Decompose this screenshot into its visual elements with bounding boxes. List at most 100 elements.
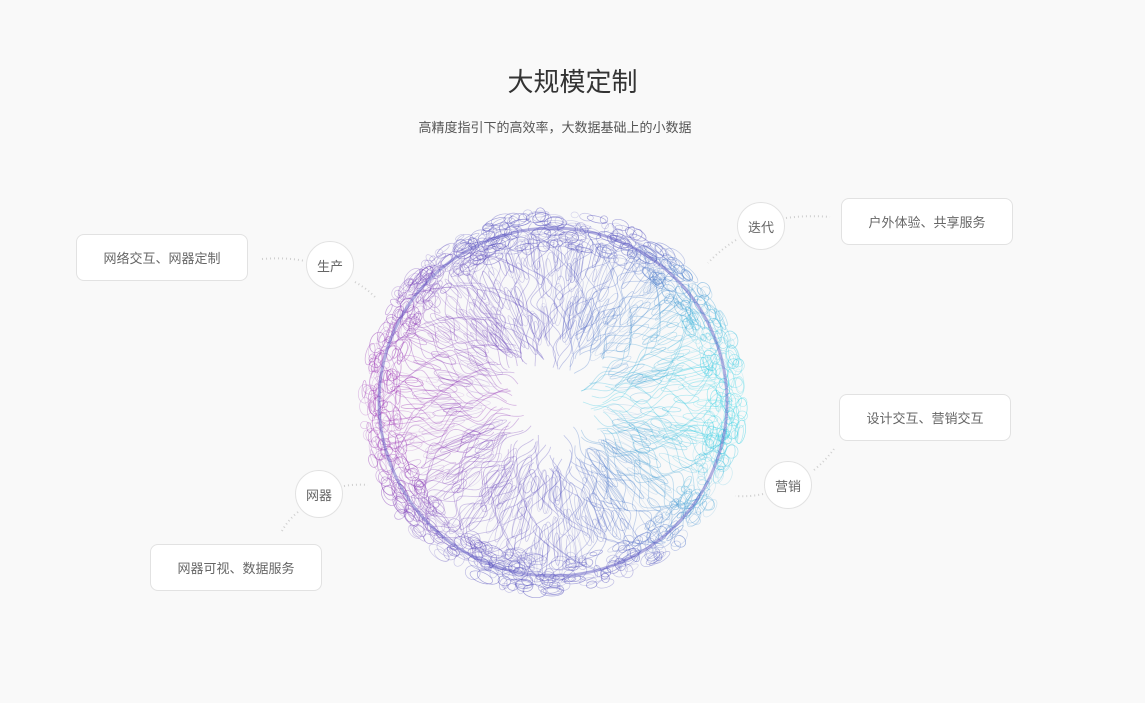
sphere-inner-loop — [626, 487, 649, 512]
sphere-rim-loop — [738, 396, 748, 408]
sphere-rim-loop — [564, 562, 588, 568]
node-device[interactable]: 网器 — [295, 470, 343, 518]
sphere-inner-loop — [567, 240, 573, 260]
sphere-inner-loop — [598, 267, 615, 302]
sphere-inner-loop — [520, 481, 533, 507]
sphere-rim-loop — [383, 369, 395, 386]
sphere-rim-loop — [490, 559, 513, 571]
sphere-rim-loop — [715, 358, 728, 383]
sphere-rim-loop — [394, 371, 400, 394]
sphere-inner-loop — [606, 331, 630, 354]
sphere-inner-loop — [569, 320, 577, 340]
sphere-rim-loop — [691, 308, 706, 330]
node-iteration[interactable]: 迭代 — [737, 202, 785, 250]
sphere-rim-loop — [381, 478, 397, 495]
sphere-rim-loop — [725, 350, 737, 369]
sphere-rim-loop — [617, 558, 626, 565]
sphere-inner-loop — [524, 472, 537, 508]
sphere-inner-loop — [464, 376, 490, 387]
sphere-inner-loop — [604, 473, 626, 504]
sphere-rim-loop — [713, 378, 724, 388]
sphere-inner-loop — [573, 239, 583, 278]
sphere-strand — [583, 448, 653, 553]
sphere-rim-loop — [726, 344, 740, 367]
node-production[interactable]: 生产 — [306, 241, 354, 289]
sphere-inner-loop — [413, 328, 435, 342]
sphere-strand — [407, 293, 501, 366]
sphere-rim-loop — [707, 366, 718, 381]
sphere-inner-loop — [543, 305, 551, 347]
sphere-inner-loop — [664, 421, 697, 432]
sphere-rim — [377, 226, 729, 578]
node-description-marketing: 设计交互、营销交互 — [839, 394, 1011, 441]
sphere-inner-loop — [571, 526, 583, 568]
sphere-rim-loop — [416, 507, 431, 523]
sphere-rim-loop — [503, 570, 517, 576]
sphere-rim-loop — [681, 270, 694, 282]
sphere-inner-loop — [607, 442, 642, 468]
sphere-inner-loop — [601, 500, 622, 540]
sphere-rim-loop — [722, 393, 737, 412]
sphere-rim-loop — [614, 560, 622, 569]
sphere-rim-loop — [669, 500, 680, 511]
sphere-rim-loop — [685, 313, 694, 325]
sphere-strand — [373, 399, 503, 420]
sphere-inner-loop — [430, 433, 471, 450]
sphere-inner-loop — [569, 513, 579, 538]
sphere-rim-loop — [453, 538, 463, 546]
sphere-inner-loop — [514, 528, 523, 552]
sphere-inner-loop — [552, 466, 562, 506]
sphere-inner-loop — [466, 453, 495, 479]
sphere-rim-loop — [725, 400, 733, 425]
sphere-inner-loop — [552, 283, 563, 308]
sphere-strand — [380, 412, 511, 460]
sphere-inner-loop — [529, 310, 542, 346]
sphere-rim-loop — [717, 441, 728, 454]
sphere-inner-loop — [642, 271, 665, 298]
sphere-rim-loop — [375, 443, 383, 462]
sphere-inner-loop — [444, 316, 461, 331]
sphere-rim-loop — [678, 283, 693, 301]
sphere-strand — [483, 232, 537, 352]
sphere-inner-loop — [444, 278, 462, 299]
sphere-rim-loop — [674, 301, 687, 316]
sphere-rim-loop — [634, 535, 644, 544]
sphere-rim-loop — [368, 439, 380, 459]
sphere-rim-loop — [685, 507, 701, 524]
sphere-inner-loop — [497, 485, 516, 524]
sphere-rim-loop — [410, 316, 422, 326]
sphere-rim-loop — [394, 390, 401, 411]
sphere-rim-loop — [487, 228, 508, 239]
sphere-rim-loop — [557, 579, 571, 591]
sphere-rim-loop — [562, 559, 577, 571]
sphere-rim-loop — [481, 548, 490, 557]
sphere-inner-loop — [657, 331, 678, 346]
sphere-inner-loop — [448, 269, 471, 297]
sphere-strand — [448, 456, 514, 550]
connector-line — [785, 215, 831, 219]
sphere-rim-loop — [645, 255, 660, 268]
sphere-inner-loop — [454, 348, 484, 366]
sphere-inner-loop — [498, 463, 515, 488]
sphere-inner-loop — [589, 317, 617, 353]
sphere-rim-loop — [530, 227, 552, 242]
sphere-inner-loop — [682, 412, 719, 423]
sphere-inner-loop — [566, 249, 578, 277]
sphere-rim-loop — [475, 245, 497, 260]
connector-line — [281, 511, 299, 532]
sphere-inner-loop — [513, 318, 530, 350]
sphere-rim-loop — [414, 301, 427, 315]
sphere-inner-loop — [396, 375, 419, 384]
sphere-inner-loop — [492, 460, 514, 491]
sphere-inner-loop — [517, 463, 530, 493]
sphere-strand — [597, 427, 708, 497]
sphere-rim-loop — [612, 218, 630, 231]
sphere-strand — [562, 466, 599, 577]
node-marketing[interactable]: 营销 — [764, 461, 812, 509]
sphere-inner-loop — [451, 415, 472, 422]
sphere-inner-loop — [472, 345, 488, 357]
sphere-rim-loop — [517, 233, 540, 240]
sphere-inner-loop — [604, 319, 636, 351]
sphere-inner-loop — [651, 475, 671, 491]
sphere-inner-loop — [411, 389, 452, 400]
